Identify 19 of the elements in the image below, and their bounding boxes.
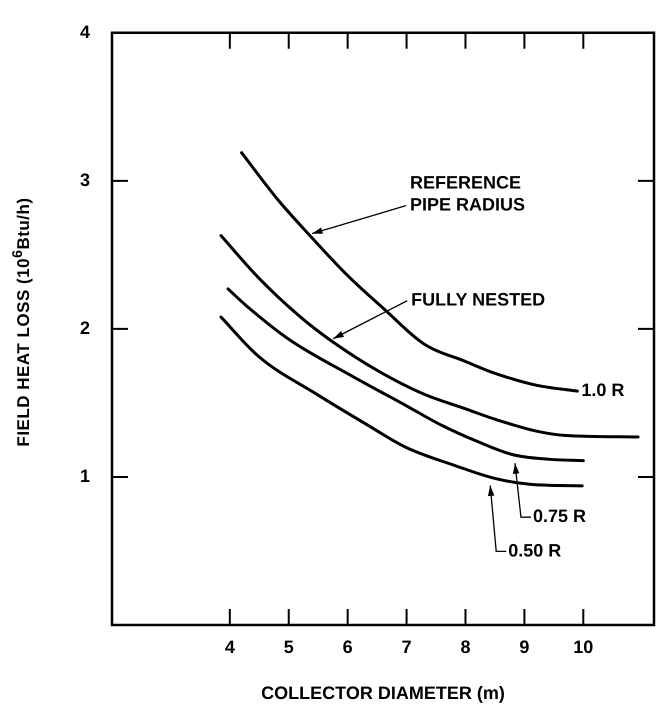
x-tick-label: 4 <box>224 636 235 657</box>
x-axis-title: COLLECTOR DIAMETER (m) <box>261 683 505 704</box>
annotation: 1.0 R <box>581 380 624 400</box>
line-series <box>240 151 579 393</box>
x-tick-label: 10 <box>573 636 594 657</box>
annotation: 0.75 R <box>532 506 586 526</box>
x-tick-label: 6 <box>342 636 353 657</box>
y-tick-label: 4 <box>80 22 90 42</box>
y-tick-label: 2 <box>80 318 90 338</box>
y-tick-label: 1 <box>80 466 90 486</box>
line-series <box>219 234 640 438</box>
annotation: REFERENCE PIPE RADIUS <box>410 172 525 215</box>
x-tick-label: 5 <box>284 636 294 657</box>
annotation: FULLY NESTED <box>411 290 546 310</box>
x-tick-label: 7 <box>402 636 412 657</box>
y-tick-label: 3 <box>80 170 90 190</box>
x-tick-label: 9 <box>519 636 530 657</box>
annotation: 0.50 R <box>508 540 562 560</box>
x-tick-label: 8 <box>460 636 470 657</box>
